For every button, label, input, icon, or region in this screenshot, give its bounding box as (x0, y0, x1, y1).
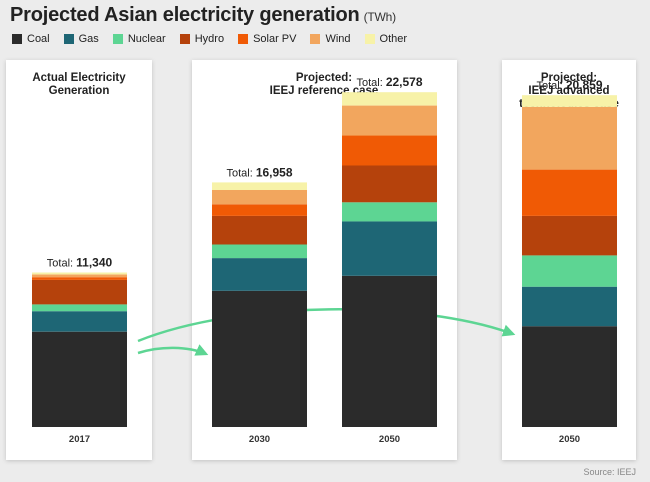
legend-item-coal: Coal (12, 33, 50, 45)
bar-3-other (342, 92, 437, 106)
total-prefix-2: Total: (226, 167, 255, 179)
panel-heading-1-line-1: Actual Electricity (32, 72, 126, 84)
legend-label-other: Other (379, 33, 408, 45)
total-prefix-4: Total: (536, 80, 565, 92)
total-label-3: Total: 22,578 (356, 75, 422, 89)
legend-item-nuclear: Nuclear (112, 33, 166, 45)
legend-swatch-nuclear (112, 34, 123, 44)
legend-item-hydro: Hydro (179, 33, 225, 45)
bar-2-other (212, 182, 307, 190)
panel-heading-1-line-2: Generation (49, 85, 110, 97)
source-note: Source: IEEJ (583, 467, 636, 477)
x-tick-label-2: 2030 (249, 434, 270, 445)
bar-1-solar-pv (32, 277, 127, 280)
legend-label-coal: Coal (27, 33, 50, 45)
legend-swatch-gas (63, 34, 74, 44)
legend-swatch-other (364, 34, 375, 44)
panel-heading-3-line-2: IEEJ advanced (528, 85, 609, 97)
panel-heading-3-line-1: Projected: (541, 72, 597, 84)
legend-swatch-solar-pv (238, 34, 249, 44)
total-label-4: Total: 20,859 (536, 78, 602, 92)
x-tick-label-4: 2050 (559, 434, 580, 445)
legend-swatch-hydro (179, 34, 190, 44)
bar-3-nuclear (342, 202, 437, 222)
legend-item-other: Other (364, 33, 408, 45)
bar-1-nuclear (32, 304, 127, 312)
bar-4-hydro (522, 215, 617, 256)
legend-label-gas: Gas (78, 33, 99, 45)
bar-2-solar-pv (212, 204, 307, 216)
total-prefix-1: Total: (47, 258, 76, 270)
bar-3-coal (342, 275, 437, 427)
chart-title-text: Projected Asian electricity generation (10, 4, 360, 26)
bar-1-other (32, 272, 127, 275)
total-value-4: 20,859 (566, 78, 603, 92)
bar-4-gas (522, 286, 617, 327)
x-tick-label-3: 2050 (379, 434, 400, 445)
bar-3-gas (342, 221, 437, 276)
legend-label-solar-pv: Solar PV (253, 33, 297, 45)
x-tick-label-1: 2017 (69, 434, 90, 445)
bar-4-nuclear (522, 255, 617, 287)
bar-1-gas (32, 311, 127, 332)
arrow-to-advanced (137, 308, 516, 343)
legend-label-hydro: Hydro (194, 33, 225, 45)
total-value-1: 11,340 (76, 256, 112, 270)
bar-3-solar-pv (342, 135, 437, 166)
chart-title: Projected Asian electricity generation (T… (10, 4, 396, 27)
bar-2-wind (212, 190, 307, 205)
bar-2-nuclear (212, 244, 307, 259)
bar-4-coal (522, 326, 617, 427)
legend-item-solar-pv: Solar PV (238, 33, 296, 45)
bar-2-gas (212, 258, 307, 291)
chart-unit: (TWh) (363, 10, 397, 24)
bar-4-other (522, 95, 617, 107)
bar-1-wind (32, 274, 127, 278)
total-value-3: 22,578 (386, 75, 423, 89)
legend-item-wind: Wind (310, 33, 351, 45)
total-label-1: Total: 11,340 (47, 256, 113, 270)
bar-1-coal (32, 331, 127, 427)
legend-swatch-coal (12, 34, 22, 44)
legend-label-nuclear: Nuclear (127, 33, 166, 45)
bar-1-hydro (32, 279, 127, 305)
bar-2-hydro (212, 215, 307, 245)
legend-label-wind: Wind (325, 33, 351, 45)
legend: Coal Gas Nuclear Hydro Solar PV Wind Other (12, 33, 421, 45)
total-prefix-3: Total: (356, 77, 385, 89)
total-value-2: 16,958 (256, 165, 293, 179)
bar-3-wind (342, 105, 437, 136)
total-label-2: Total: 16,958 (226, 165, 292, 179)
legend-item-gas: Gas (63, 33, 99, 45)
arrow-to-2030 (137, 344, 209, 356)
panel-heading-2-line-1: Projected: (296, 72, 352, 84)
bar-4-solar-pv (522, 169, 617, 216)
bar-4-wind (522, 106, 617, 170)
bar-3-hydro (342, 165, 437, 203)
bar-2-coal (212, 290, 307, 427)
legend-swatch-wind (310, 34, 321, 44)
